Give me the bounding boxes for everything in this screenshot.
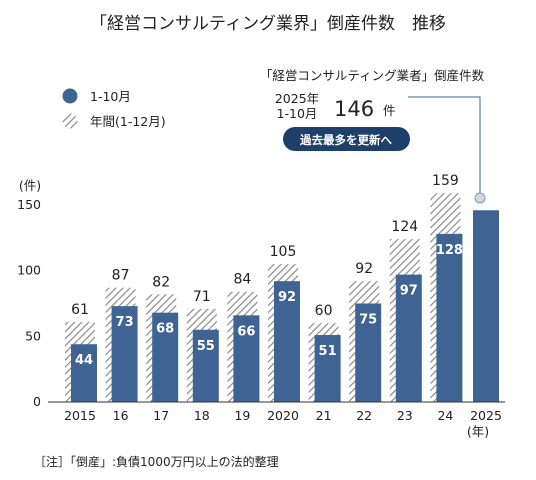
x-tick-label: 19 [234, 408, 250, 423]
bar-annual-value-label: 82 [152, 274, 170, 290]
bar-jan-oct-value-label: 75 [359, 313, 377, 328]
bars: 61 44 87 73 82 68 71 55 84 66 105 92 60 51 92 75 124 97 15… [65, 173, 499, 402]
bar-annual-value-label: 87 [112, 268, 130, 284]
bar-jan-oct [192, 329, 219, 402]
legend-swatch-solid [62, 88, 78, 104]
bar-jan-oct-value-label: 44 [75, 353, 93, 368]
bar-jan-oct [355, 303, 382, 402]
bar-jan-oct-value-label: 92 [278, 290, 296, 305]
bar-jan-oct-value-label: 68 [156, 322, 174, 337]
chart-title: 「経営コンサルティング業界」倒産件数 推移 [90, 14, 446, 34]
bar-jan-oct-value-label: 128 [436, 243, 463, 258]
bar-jan-oct [71, 344, 97, 402]
x-tick-label: 2020 [267, 408, 299, 423]
bar-jan-oct-value-label: 51 [319, 344, 337, 359]
bar-jan-oct [111, 306, 138, 402]
callout-dot [474, 192, 486, 204]
callout-badge-label: 過去最多を更新へ [299, 133, 392, 147]
bar-annual-value-label: 92 [355, 261, 373, 277]
x-tick-label: 24 [437, 408, 453, 423]
x-axis: 2015 16 17 18 19 2020 21 22 23 24 2025 [64, 408, 502, 423]
callout: 「経営コンサルティング業者」倒産件数 2025年 1-10月 146 件 過去最… [260, 68, 486, 204]
x-tick-label: 2015 [64, 408, 96, 423]
y-axis: 0 50 100 150 [17, 197, 41, 409]
x-tick-label: 17 [153, 408, 169, 423]
y-tick-label: 150 [17, 197, 41, 212]
bar-jan-oct [152, 312, 179, 402]
x-tick-label: 2025 [470, 408, 502, 423]
callout-unit: 件 [383, 103, 396, 118]
bar-jan-oct [274, 281, 300, 402]
y-axis-unit-label: (件) [19, 178, 41, 193]
callout-line [408, 96, 481, 198]
bar-jan-oct-value-label: 73 [116, 315, 134, 330]
x-tick-label: 21 [316, 408, 332, 423]
callout-heading: 「経営コンサルティング業者」倒産件数 [260, 68, 485, 83]
bar-jan-oct [436, 233, 463, 402]
bar-jan-oct [233, 315, 260, 402]
x-tick-label: 16 [113, 408, 129, 423]
bar-annual-value-label: 159 [432, 173, 459, 189]
footnote: ［注］「倒産」:負債1000万円以上の法的整理 [34, 454, 279, 469]
bar-annual-value-label: 84 [233, 272, 251, 288]
x-tick-label: 18 [194, 408, 210, 423]
callout-period-label: 1-10月 [277, 106, 318, 121]
callout-value: 146 [334, 97, 374, 121]
bar-jan-oct [395, 274, 422, 402]
callout-badge [283, 127, 410, 151]
y-tick-label: 0 [33, 394, 41, 409]
legend-label-solid: 1-10月 [90, 89, 131, 104]
bar-jan-oct-value-label: 55 [197, 339, 215, 354]
y-tick-label: 100 [17, 263, 41, 278]
legend-swatch-hatched [62, 113, 78, 129]
bar-annual-value-label: 105 [270, 244, 297, 260]
bar-annual-value-label: 60 [315, 303, 333, 319]
x-axis-unit-label: (年) [467, 424, 489, 439]
bar-annual-value-label: 61 [71, 302, 89, 318]
bar-annual-value-label: 124 [391, 219, 418, 235]
y-tick-label: 50 [25, 328, 41, 343]
callout-year-label: 2025年 [275, 91, 319, 106]
bar-jan-oct [314, 335, 341, 402]
x-tick-label: 23 [397, 408, 413, 423]
bar-jan-oct [473, 210, 499, 402]
bar-jan-oct-value-label: 97 [400, 284, 418, 299]
legend-label-hatched: 年間(1-12月) [90, 114, 166, 129]
bar-annual-value-label: 71 [193, 289, 211, 305]
x-tick-label: 22 [356, 408, 372, 423]
legend: 1-10月 年間(1-12月) [62, 88, 166, 129]
bar-jan-oct-value-label: 66 [237, 324, 255, 339]
